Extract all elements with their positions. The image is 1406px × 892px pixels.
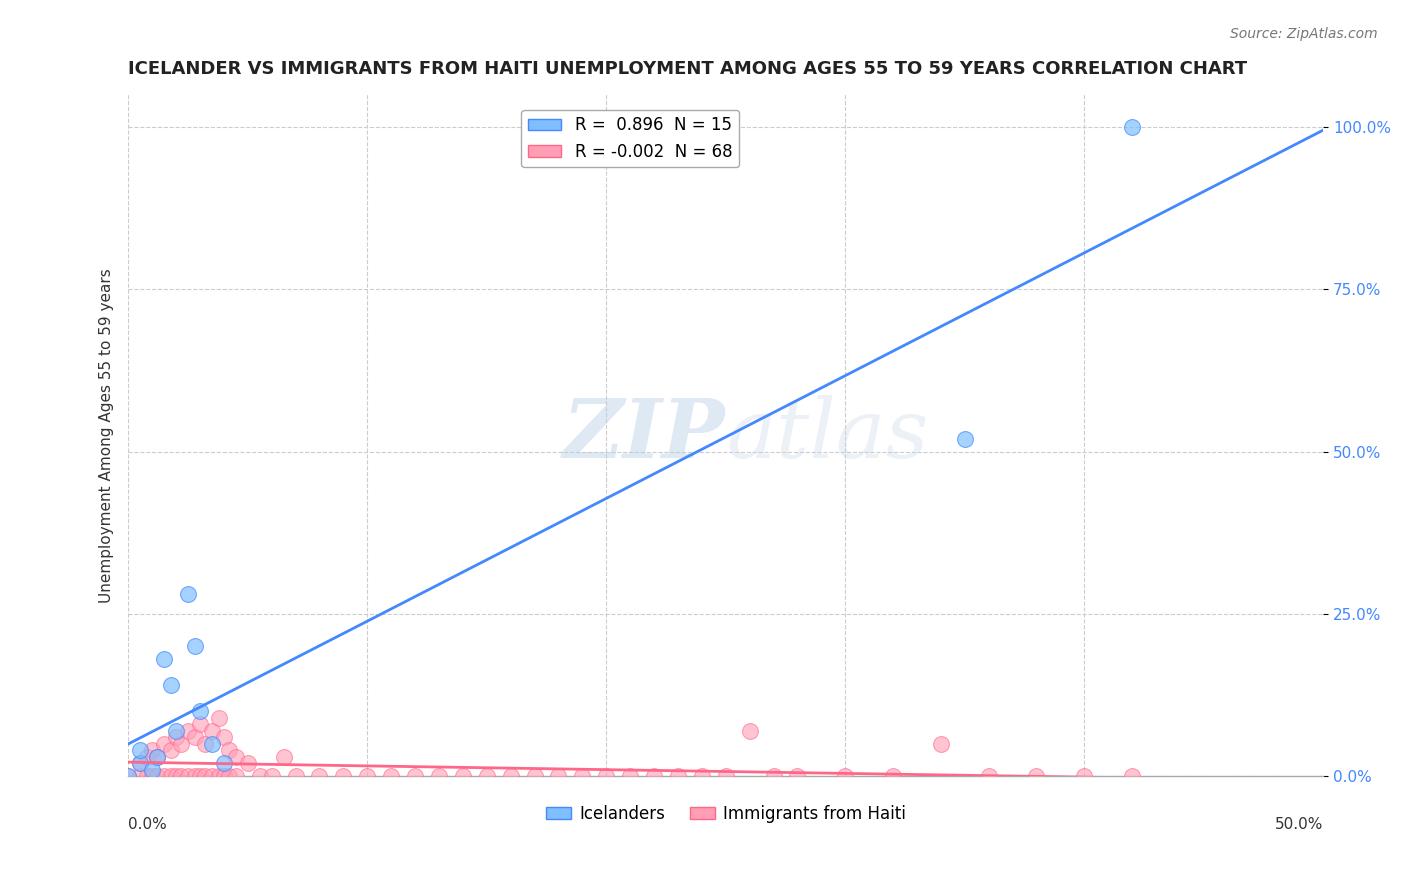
- Point: [1121, 769, 1143, 783]
- Point: [786, 769, 808, 783]
- Point: [136, 769, 159, 783]
- Point: [260, 769, 283, 783]
- Point: [160, 743, 183, 757]
- Point: [1121, 120, 1143, 134]
- Point: [834, 769, 856, 783]
- Point: [201, 769, 224, 783]
- Point: [117, 769, 139, 783]
- Point: [218, 743, 240, 757]
- Point: [146, 749, 169, 764]
- Point: [188, 717, 211, 731]
- Point: [177, 587, 200, 601]
- Point: [451, 769, 474, 783]
- Point: [953, 432, 976, 446]
- Point: [117, 769, 139, 783]
- Point: [547, 769, 569, 783]
- Point: [212, 769, 235, 783]
- Point: [666, 769, 689, 783]
- Point: [141, 769, 163, 783]
- Legend: Icelanders, Immigrants from Haiti: Icelanders, Immigrants from Haiti: [538, 797, 912, 830]
- Point: [308, 769, 330, 783]
- Point: [212, 756, 235, 771]
- Point: [153, 737, 176, 751]
- Point: [380, 769, 402, 783]
- Point: [714, 769, 737, 783]
- Point: [595, 769, 617, 783]
- Point: [332, 769, 354, 783]
- Point: [160, 678, 183, 692]
- Text: 0.0%: 0.0%: [128, 817, 167, 832]
- Point: [165, 769, 187, 783]
- Point: [208, 711, 231, 725]
- Point: [738, 723, 761, 738]
- Point: [499, 769, 522, 783]
- Text: 50.0%: 50.0%: [1275, 817, 1323, 832]
- Point: [225, 749, 247, 764]
- Point: [1073, 769, 1095, 783]
- Point: [208, 769, 231, 783]
- Point: [523, 769, 546, 783]
- Point: [284, 769, 307, 783]
- Point: [427, 769, 450, 783]
- Point: [129, 743, 152, 757]
- Point: [225, 769, 247, 783]
- Point: [475, 769, 498, 783]
- Point: [129, 756, 152, 771]
- Point: [404, 769, 426, 783]
- Point: [177, 769, 200, 783]
- Point: [141, 743, 163, 757]
- Text: ZIP: ZIP: [564, 395, 725, 475]
- Point: [141, 763, 163, 777]
- Point: [160, 769, 183, 783]
- Point: [188, 769, 211, 783]
- Point: [201, 737, 224, 751]
- Point: [136, 749, 159, 764]
- Point: [194, 769, 217, 783]
- Point: [129, 769, 152, 783]
- Point: [882, 769, 904, 783]
- Point: [188, 704, 211, 718]
- Point: [153, 769, 176, 783]
- Point: [571, 769, 593, 783]
- Point: [929, 737, 952, 751]
- Point: [1025, 769, 1047, 783]
- Point: [153, 652, 176, 666]
- Point: [184, 769, 207, 783]
- Point: [184, 640, 207, 654]
- Point: [762, 769, 785, 783]
- Point: [165, 723, 187, 738]
- Text: Source: ZipAtlas.com: Source: ZipAtlas.com: [1230, 27, 1378, 41]
- Text: ICELANDER VS IMMIGRANTS FROM HAITI UNEMPLOYMENT AMONG AGES 55 TO 59 YEARS CORREL: ICELANDER VS IMMIGRANTS FROM HAITI UNEMP…: [128, 60, 1247, 78]
- Point: [619, 769, 641, 783]
- Text: atlas: atlas: [725, 395, 928, 475]
- Point: [201, 723, 224, 738]
- Point: [194, 737, 217, 751]
- Point: [129, 756, 152, 771]
- Point: [170, 737, 193, 751]
- Point: [249, 769, 271, 783]
- Point: [643, 769, 665, 783]
- Point: [212, 730, 235, 744]
- Point: [146, 769, 169, 783]
- Point: [177, 723, 200, 738]
- Point: [273, 749, 295, 764]
- Point: [170, 769, 193, 783]
- Point: [218, 769, 240, 783]
- Point: [165, 730, 187, 744]
- Point: [146, 749, 169, 764]
- Point: [184, 730, 207, 744]
- Point: [356, 769, 378, 783]
- Point: [236, 756, 259, 771]
- Point: [977, 769, 1000, 783]
- Y-axis label: Unemployment Among Ages 55 to 59 years: Unemployment Among Ages 55 to 59 years: [100, 268, 114, 603]
- Point: [690, 769, 713, 783]
